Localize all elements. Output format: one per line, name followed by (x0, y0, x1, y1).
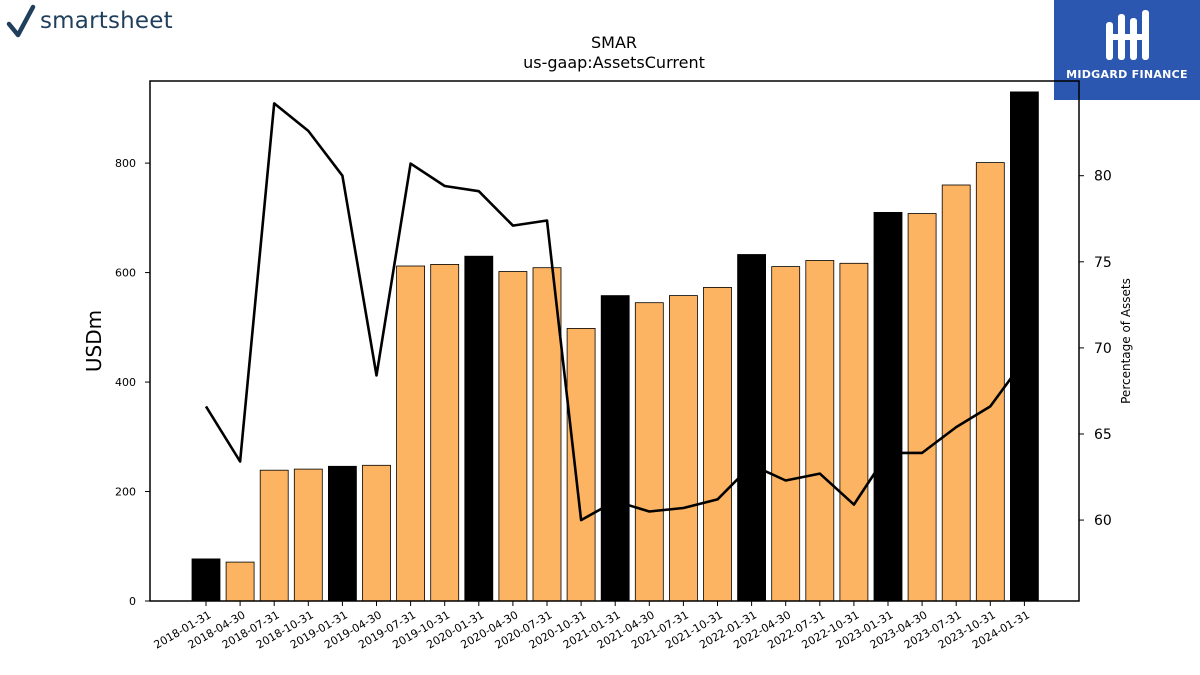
bar-2022-07-31 (805, 260, 835, 602)
midgard-finance-logo: MIDGARD FINANCE (1054, 0, 1200, 100)
bar-2023-10-31 (975, 162, 1005, 602)
y2-tick-label: 75 (1094, 255, 1112, 271)
bar-2023-07-31 (941, 184, 971, 602)
bar-2018-07-31 (259, 469, 289, 602)
bar-2020-04-30 (498, 271, 528, 602)
bar-2021-04-30 (634, 302, 664, 602)
y2-tick-label: 60 (1094, 513, 1112, 529)
bar-2022-10-31 (839, 262, 869, 602)
y-tick-label: 600 (115, 267, 136, 280)
bar-2019-04-30 (362, 464, 391, 602)
bar-2021-10-31 (703, 286, 732, 602)
bar-2018-04-30 (225, 561, 255, 602)
bar-2020-10-31 (566, 327, 596, 602)
chart-subtitle: us-gaap:AssetsCurrent (523, 53, 705, 72)
bar-2020-01-31 (464, 255, 494, 602)
bar-2018-01-31 (191, 558, 221, 602)
smartsheet-logo-text: smartsheet (40, 8, 173, 34)
y-tick-label: 0 (129, 595, 136, 608)
bar-2024-01-31 (1010, 91, 1039, 602)
bar-2021-07-31 (669, 295, 698, 602)
bar-2019-10-31 (430, 263, 460, 602)
y-tick-label: 400 (115, 376, 136, 389)
line-layer (204, 102, 1026, 522)
plot-frame (149, 80, 1080, 602)
bar-2021-01-31 (600, 295, 630, 602)
y2-tick-label: 80 (1094, 169, 1112, 185)
y2-axis-label: Percentage of Assets (1119, 278, 1133, 404)
x-axis: 2018-01-312018-04-302018-07-312018-10-31… (152, 601, 1032, 652)
y2-tick-label: 65 (1094, 427, 1112, 443)
bar-2022-04-30 (771, 266, 801, 602)
checkmark-icon (6, 4, 36, 38)
midgard-emblem-icon (1106, 10, 1149, 60)
y-axis-right: 60 65 70 75 80 (1079, 169, 1112, 529)
bar-2022-01-31 (737, 254, 766, 602)
bar-2019-01-31 (327, 465, 357, 602)
bar-2018-10-31 (293, 468, 323, 602)
chart-title: SMAR (591, 33, 637, 52)
bar-2020-07-31 (532, 267, 562, 602)
bars-layer (191, 91, 1039, 602)
smartsheet-logo: smartsheet (6, 4, 173, 38)
bar-2023-04-30 (907, 213, 937, 602)
y-axis-label: USDm (82, 310, 106, 372)
bar-2019-07-31 (396, 265, 426, 602)
y-tick-label: 200 (115, 486, 136, 499)
y-tick-label: 800 (115, 157, 136, 170)
midgard-finance-logo-text: MIDGARD FINANCE (1066, 68, 1188, 81)
bar-2023-01-31 (873, 211, 903, 602)
y2-tick-label: 70 (1094, 341, 1112, 357)
y-axis-left: 0 200 400 600 800 (115, 157, 150, 608)
